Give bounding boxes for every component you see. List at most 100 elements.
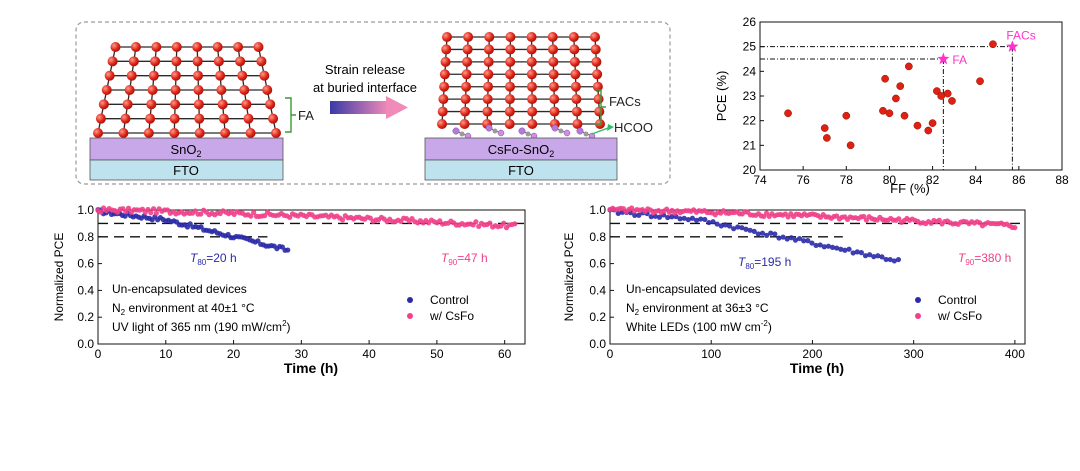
control-data-point [796, 235, 803, 242]
lattice-atom [461, 81, 472, 92]
control-data-point [805, 238, 811, 244]
scatter-point [904, 62, 913, 71]
control-data-point [714, 221, 720, 227]
lattice-atom [590, 32, 600, 42]
control-data-point [875, 253, 881, 259]
schematic-panel: SnO2 FTO FA Strain release at buried int… [75, 21, 671, 185]
lattice-atom [570, 69, 581, 80]
control-data-point [792, 237, 799, 243]
legend-marker [407, 313, 413, 319]
lifetime-annotation: T90=47 h [441, 251, 488, 267]
scatter-point [937, 92, 946, 100]
x-tick-label: 200 [802, 347, 822, 361]
scatter-point [842, 111, 851, 120]
lattice-atom [526, 44, 537, 55]
scatter-point [989, 40, 997, 49]
lattice-atom [217, 99, 228, 110]
lattice-atom [170, 85, 181, 95]
x-tick-label: 10 [159, 347, 173, 361]
control-data-point [747, 227, 753, 233]
control-data-point [829, 244, 836, 250]
x-tick-label: 30 [295, 347, 309, 361]
scatter-star-marker [1006, 40, 1019, 52]
scatter-x-tick-label: 74 [753, 173, 767, 187]
control-data-point [743, 226, 749, 232]
fa-bracket [285, 97, 296, 133]
control-data-point [817, 242, 823, 248]
ff-pce-scatter-chart: 74 76 78 80 82 84 86 88 20 21 22 23 24 25 26 FA FACs FF… [714, 15, 1069, 196]
csfo-data-point [861, 213, 867, 220]
scatter-point [784, 109, 792, 118]
lattice-atom [459, 119, 470, 129]
fto-layer-left [89, 159, 284, 181]
strain-release-text-2: at buried interface [313, 80, 417, 95]
condition-text: N2 environment at 40±1 °C [112, 301, 255, 317]
lattice-atom [193, 99, 204, 110]
lattice-atom [265, 99, 276, 110]
schematic-dashed-frame [75, 21, 671, 185]
lattice-atom [483, 69, 494, 80]
formate-atom [497, 129, 505, 137]
lattice-atom [193, 70, 204, 81]
lattice-atom [461, 69, 472, 80]
formate-atom [518, 127, 526, 135]
lattice-atom [171, 42, 182, 52]
formate-atom [492, 128, 498, 134]
lattice-atom [218, 113, 229, 124]
lattice-atom [527, 119, 538, 129]
scatter-x-tick-label: 76 [796, 173, 810, 187]
lattice-atom [526, 32, 537, 42]
lattice-atom [120, 113, 131, 124]
lattice-atom [170, 99, 181, 110]
lattice-atom [571, 106, 582, 117]
lattice-atom [170, 70, 181, 81]
lattice-atom [151, 42, 162, 52]
legend-marker [915, 313, 921, 319]
sno2-label: SnO2 [170, 142, 201, 159]
legend-marker [915, 297, 921, 303]
y-tick-label: 0.6 [589, 257, 606, 271]
control-data-point [710, 219, 716, 225]
right-substrate: CsFo-SnO2 FTO [424, 137, 618, 181]
lattice-atom [147, 85, 158, 95]
csfo-data-point [896, 216, 902, 222]
lattice-atom [438, 94, 449, 105]
csfo-data-point [123, 209, 129, 215]
lattice-atom [124, 85, 135, 95]
control-data-point [764, 232, 770, 238]
control-data-point [780, 234, 786, 240]
lattice-atom [548, 81, 559, 92]
lifetime-annotation: T80=20 h [190, 251, 237, 267]
csfo-data-point [512, 221, 518, 227]
control-data-point [665, 214, 671, 221]
hcoo-label: HCOO [614, 120, 653, 135]
csfo-data-point [473, 219, 479, 225]
lattice-atom [262, 85, 273, 95]
y-tick-label: 0.2 [77, 310, 94, 324]
scatter-point [885, 109, 894, 118]
lattice-atom [482, 106, 493, 117]
control-data-point [759, 230, 766, 236]
formate-atom [459, 131, 465, 137]
lattice-atom [505, 44, 516, 55]
control-data-point [879, 254, 885, 260]
lattice-atom [460, 106, 471, 117]
lattice-atom [110, 42, 121, 52]
control-data-point [693, 217, 700, 223]
scatter-point [913, 121, 922, 130]
scatter-x-label: FF (%) [890, 181, 930, 196]
scatter-point [896, 82, 905, 90]
legend-label: w/ CsFo [937, 309, 982, 323]
scatter-y-tick-label: 22 [743, 114, 757, 128]
scatter-y-tick-label: 24 [743, 64, 757, 78]
lattice-atom [590, 44, 601, 55]
lattice-atom [118, 128, 129, 138]
control-data-point [636, 212, 642, 218]
csfo-sno2-label: CsFo-SnO2 [488, 142, 554, 159]
formate-atom [583, 131, 589, 137]
x-tick-label: 0 [95, 347, 102, 361]
lattice-atom [504, 106, 515, 117]
lattice-atom [547, 32, 558, 42]
control-data-point [846, 246, 852, 252]
scatter-star-label: FACs [1006, 29, 1035, 43]
